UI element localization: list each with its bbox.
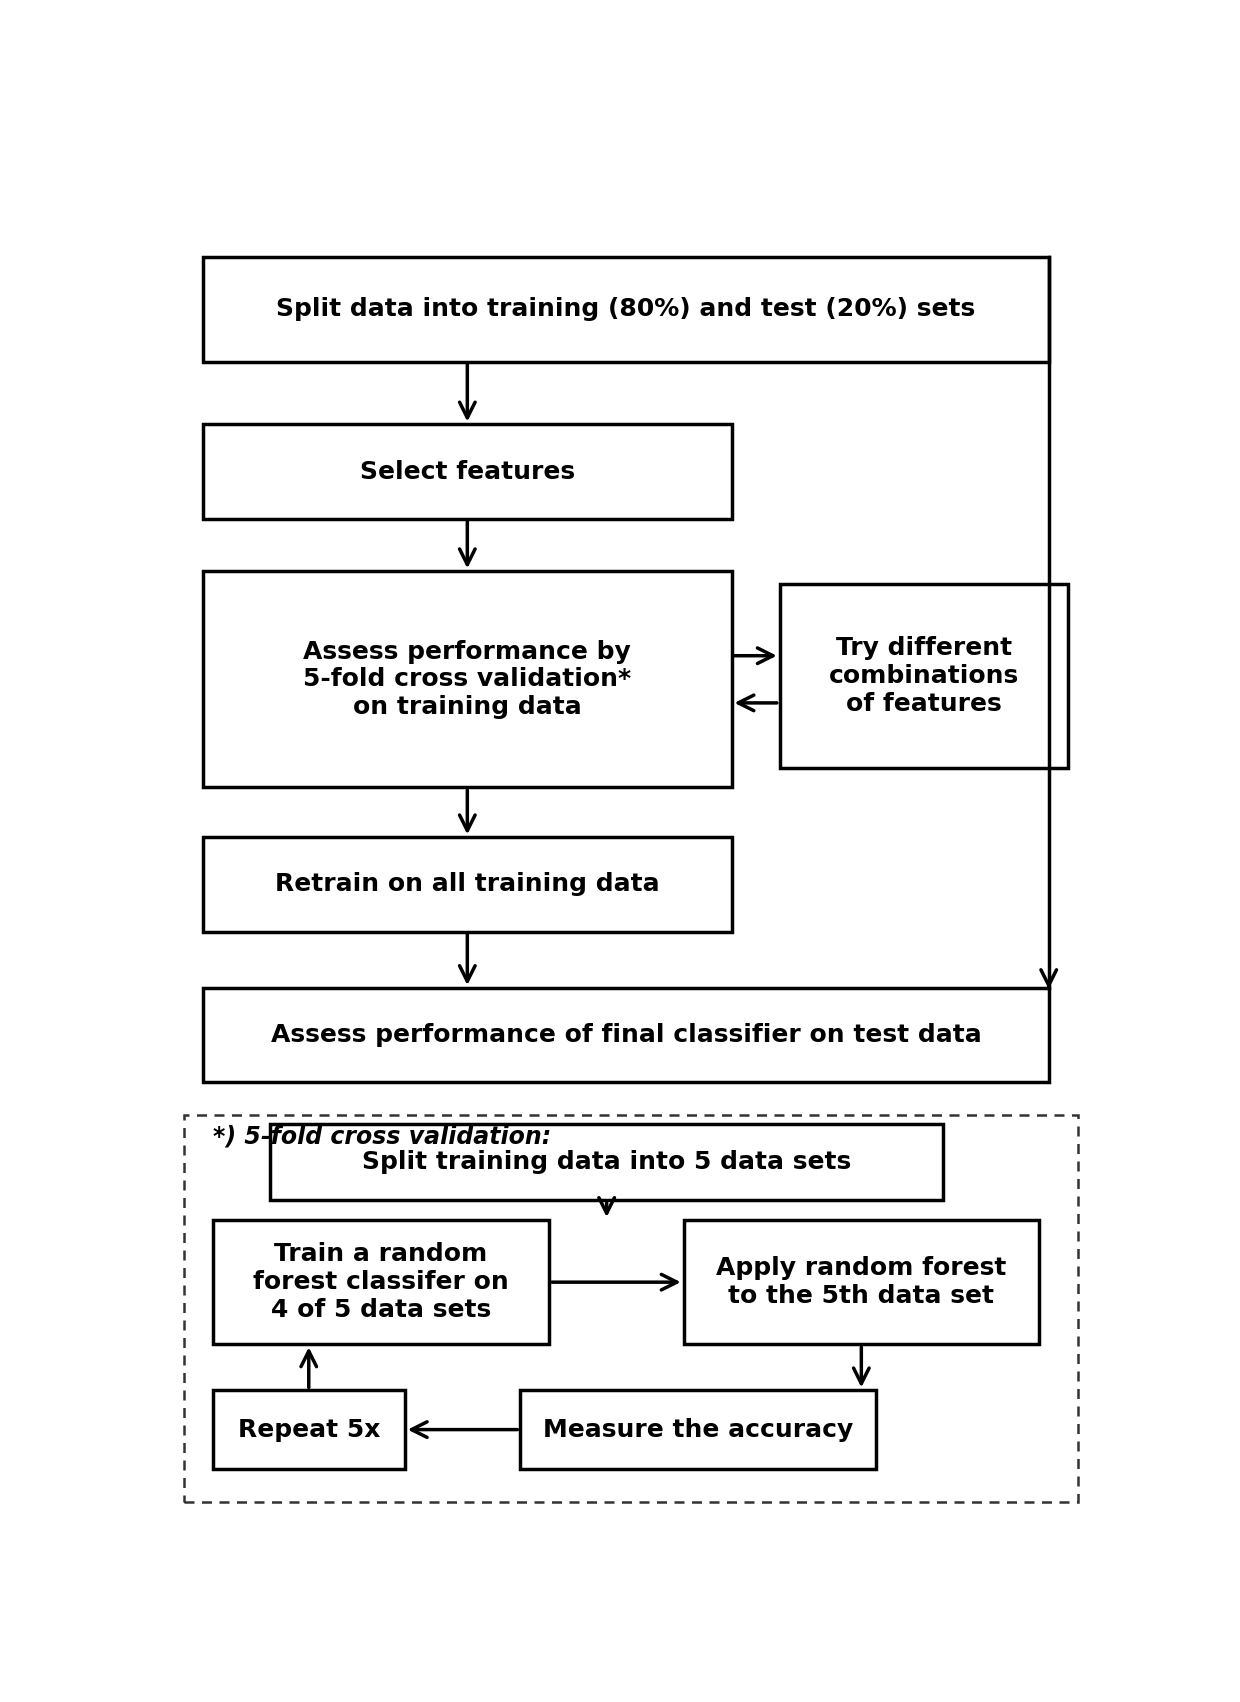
Text: Repeat 5x: Repeat 5x bbox=[238, 1418, 379, 1442]
FancyBboxPatch shape bbox=[683, 1220, 1039, 1345]
FancyBboxPatch shape bbox=[521, 1391, 875, 1469]
FancyBboxPatch shape bbox=[203, 572, 732, 788]
Text: Measure the accuracy: Measure the accuracy bbox=[543, 1418, 853, 1442]
Text: Split data into training (80%) and test (20%) sets: Split data into training (80%) and test … bbox=[277, 298, 976, 322]
FancyBboxPatch shape bbox=[270, 1125, 942, 1200]
FancyBboxPatch shape bbox=[780, 584, 1068, 768]
FancyBboxPatch shape bbox=[203, 257, 1049, 361]
Text: Assess performance of final classifier on test data: Assess performance of final classifier o… bbox=[270, 1023, 981, 1047]
FancyBboxPatch shape bbox=[213, 1391, 404, 1469]
FancyBboxPatch shape bbox=[184, 1115, 1078, 1501]
Text: Train a random
forest classifer on
4 of 5 data sets: Train a random forest classifer on 4 of … bbox=[253, 1242, 508, 1322]
FancyBboxPatch shape bbox=[203, 424, 732, 519]
Text: Assess performance by
5-fold cross validation*
on training data: Assess performance by 5-fold cross valid… bbox=[304, 640, 631, 720]
Text: Try different
combinations
of features: Try different combinations of features bbox=[828, 637, 1019, 717]
FancyBboxPatch shape bbox=[203, 987, 1049, 1082]
Text: Retrain on all training data: Retrain on all training data bbox=[275, 873, 660, 897]
Text: Select features: Select features bbox=[360, 460, 575, 483]
Text: Split training data into 5 data sets: Split training data into 5 data sets bbox=[362, 1151, 852, 1174]
Text: Apply random forest
to the 5th data set: Apply random forest to the 5th data set bbox=[717, 1256, 1007, 1309]
FancyBboxPatch shape bbox=[213, 1220, 549, 1345]
FancyBboxPatch shape bbox=[203, 837, 732, 931]
Text: *) 5-fold cross validation:: *) 5-fold cross validation: bbox=[213, 1123, 551, 1149]
